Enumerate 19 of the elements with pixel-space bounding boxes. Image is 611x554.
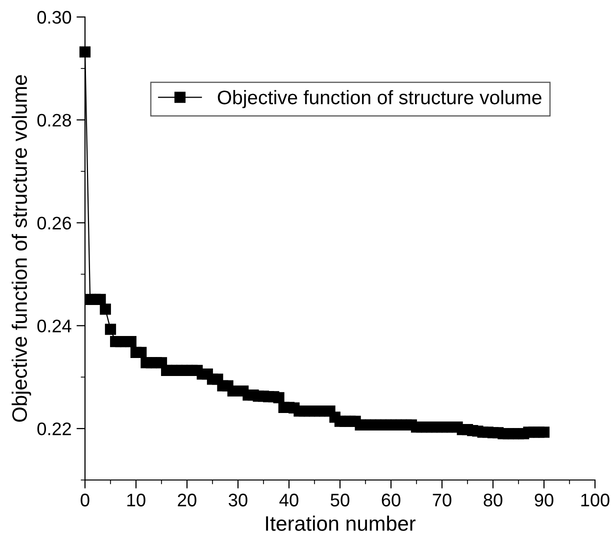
y-tick-label: 0.24 <box>37 320 72 332</box>
x-tick-label: 20 <box>178 494 196 506</box>
y-axis-title: Objective function of structure volume <box>12 75 32 422</box>
x-tick-label: 80 <box>484 494 502 506</box>
y-tick-label: 0.26 <box>37 216 72 230</box>
x-tick-label: 60 <box>382 494 400 506</box>
x-tick-label: 50 <box>330 494 350 506</box>
y-tick-label: 0.28 <box>37 114 72 127</box>
x-tick-label: 100 <box>581 494 610 506</box>
x-axis-title: Iteration number <box>266 516 416 531</box>
x-tick-label: 40 <box>279 494 298 506</box>
x-tick-label: 70 <box>432 494 452 506</box>
legend-label: Objective function of structure volume <box>218 90 542 108</box>
x-tick-label: 10 <box>127 494 146 506</box>
x-tick-label: 90 <box>534 494 554 506</box>
y-tick-label: 0.30 <box>37 10 72 24</box>
x-tick-label: 0 <box>80 494 90 506</box>
x-tick-label: 30 <box>228 494 248 506</box>
y-tick-label: 0.22 <box>37 422 71 436</box>
